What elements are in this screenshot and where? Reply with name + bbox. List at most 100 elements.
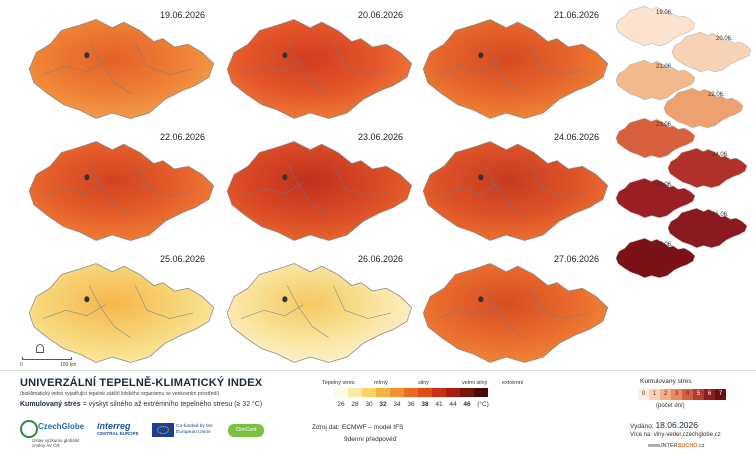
cumulative-map-1: 19.06. — [612, 4, 696, 53]
climcard-logo: ClimCard — [228, 424, 264, 437]
cum-color-swatch: 7 — [715, 389, 726, 400]
cum-date-label: 27.06. — [656, 242, 673, 248]
daily-maps-grid: 19.06.2026 20.06.2026 21.06.2026 22.06.2026… — [0, 0, 610, 370]
czech-map-shape — [615, 117, 696, 159]
daily-map-8: 26.06.2026 — [218, 250, 414, 366]
heat-tick: 36 — [407, 401, 415, 408]
scale-bar — [22, 357, 72, 360]
footer-panel — [0, 370, 756, 456]
cum-legend-subtitle: (počet dní) — [656, 403, 685, 409]
cumulative-map-4: 22.06. — [660, 86, 744, 135]
map-date-label: 24.06.2026 — [554, 132, 600, 142]
czechglobe-logo: CzechGlobe Ústav výzkumu globální změny … — [20, 418, 88, 452]
map-date-label: 20.06.2026 — [358, 10, 404, 20]
interreg-subtitle: CENTRAL EUROPE — [97, 431, 139, 436]
heat-tick: 30 — [365, 401, 373, 408]
daily-map-9: 27.06.2026 — [414, 250, 610, 366]
czech-map-shape — [667, 147, 748, 189]
cumulative-maps-column: 19.06. 20.06. 21.06. 22.06. 23.06. 24.06. 25.0… — [608, 0, 756, 370]
forecast-length: 9denní předpověď — [344, 436, 397, 443]
heat-color-swatch — [474, 388, 488, 397]
czech-map-shape — [226, 263, 413, 363]
page-title: UNIVERZÁLNÍ TEPELNĚ-KLIMATICKÝ INDEX — [20, 377, 263, 389]
czechglobe-name: CzechGlobe — [38, 422, 85, 431]
czech-map-shape — [615, 59, 696, 101]
heat-level-mild: mírný — [374, 380, 388, 386]
scale-zero: 0 — [20, 362, 23, 368]
web-suffix: .cz — [697, 443, 705, 449]
cumulative-map-7: 25.06. — [612, 176, 696, 225]
daily-map-6: 24.06.2026 — [414, 128, 610, 244]
heat-tick: 32 — [379, 401, 387, 408]
czech-map-shape — [615, 177, 696, 219]
czech-map-shape — [28, 263, 215, 363]
heat-color-swatch — [348, 388, 362, 397]
heat-stress-legend: Tepelný stres: mírný silný velmi silný e… — [322, 380, 532, 412]
map-date-label: 25.06.2026 — [160, 254, 206, 264]
cumulative-map-9: 27.06. — [612, 236, 696, 285]
heat-color-swatch — [446, 388, 460, 397]
eu-flag-icon — [152, 423, 174, 437]
eu-cofunded-text: Co-funded by the European Union — [176, 424, 213, 435]
daily-map-3: 21.06.2026 — [414, 6, 610, 122]
heat-tick: 44 — [449, 401, 457, 408]
heat-legend-title: Tepelný stres: — [322, 380, 356, 386]
czech-map-shape — [663, 87, 744, 129]
cumulative-map-2: 20.06. — [668, 30, 752, 79]
czech-map-shape — [671, 31, 752, 73]
cumulative-text: = výskyt silného až extrémního tepelného… — [80, 401, 263, 408]
interreg-logo: interreg CENTRAL EUROPE — [97, 421, 149, 439]
czech-map-shape — [667, 207, 748, 249]
heat-tick: 38 — [421, 401, 429, 408]
intersucho-link[interactable]: www.INTERSUCHO.cz — [648, 443, 705, 449]
issued-date: 18.06.2026 — [655, 420, 698, 430]
cum-date-label: 21.06. — [656, 64, 673, 70]
heat-tick: 34 — [393, 401, 401, 408]
issued-info: Vydáno: 18.06.2026 — [630, 420, 698, 430]
heat-color-swatch — [418, 388, 432, 397]
daily-map-7: 25.06.2026 — [20, 250, 216, 366]
more-info-link[interactable]: vlny-veder.czechglobe.cz — [653, 432, 721, 438]
scale-distance: 100 km — [60, 362, 77, 368]
source-label: Zdroj dat: — [312, 424, 340, 431]
czech-map-shape — [615, 237, 696, 279]
daily-map-5: 23.06.2026 — [218, 128, 414, 244]
czech-map-shape — [615, 5, 696, 47]
cum-color-swatch: 5 — [693, 389, 704, 400]
heat-color-swatch — [404, 388, 418, 397]
heat-color-swatch — [460, 388, 474, 397]
cum-date-label: 23.06. — [656, 122, 673, 128]
web-highlight: SUCHO — [677, 443, 698, 449]
daily-map-4: 22.06.2026 — [20, 128, 216, 244]
heat-level-extreme: extrémní — [502, 380, 524, 386]
heat-tick: 41 — [435, 401, 443, 408]
cum-color-swatch: 0 — [638, 389, 649, 400]
heat-color-swatch — [334, 388, 348, 397]
cumulative-map-6: 24.06. — [664, 146, 748, 195]
interreg-name: interreg — [97, 421, 131, 431]
web-prefix: www.INTER — [648, 443, 678, 449]
globe-ring-icon — [20, 420, 38, 438]
cum-date-label: 26.06. — [712, 212, 729, 218]
issued-label: Vydáno: — [630, 423, 654, 430]
more-info: Více na: vlny-veder.czechglobe.cz — [630, 432, 721, 438]
heat-color-swatch — [376, 388, 390, 397]
czech-map-shape — [422, 19, 609, 119]
daily-map-2: 20.06.2026 — [218, 6, 414, 122]
heat-color-swatch — [432, 388, 446, 397]
czech-map-shape — [28, 19, 215, 119]
czech-map-shape — [422, 263, 609, 363]
cum-color-swatch: 2 — [660, 389, 671, 400]
czech-map-shape — [226, 19, 413, 119]
data-source: Zdroj dat: ECMWF – model IFS — [312, 424, 403, 431]
map-date-label: 21.06.2026 — [554, 10, 600, 20]
cumulative-map-5: 23.06. — [612, 116, 696, 165]
heat-level-very-strong: velmi silný — [462, 380, 488, 386]
heat-tick: 26 — [337, 401, 345, 408]
czechglobe-subtitle: Ústav výzkumu globální změny AV ČR — [32, 438, 80, 448]
heat-color-swatch — [390, 388, 404, 397]
map-date-label: 22.06.2026 — [160, 132, 206, 142]
cum-date-label: 22.06. — [708, 92, 725, 98]
